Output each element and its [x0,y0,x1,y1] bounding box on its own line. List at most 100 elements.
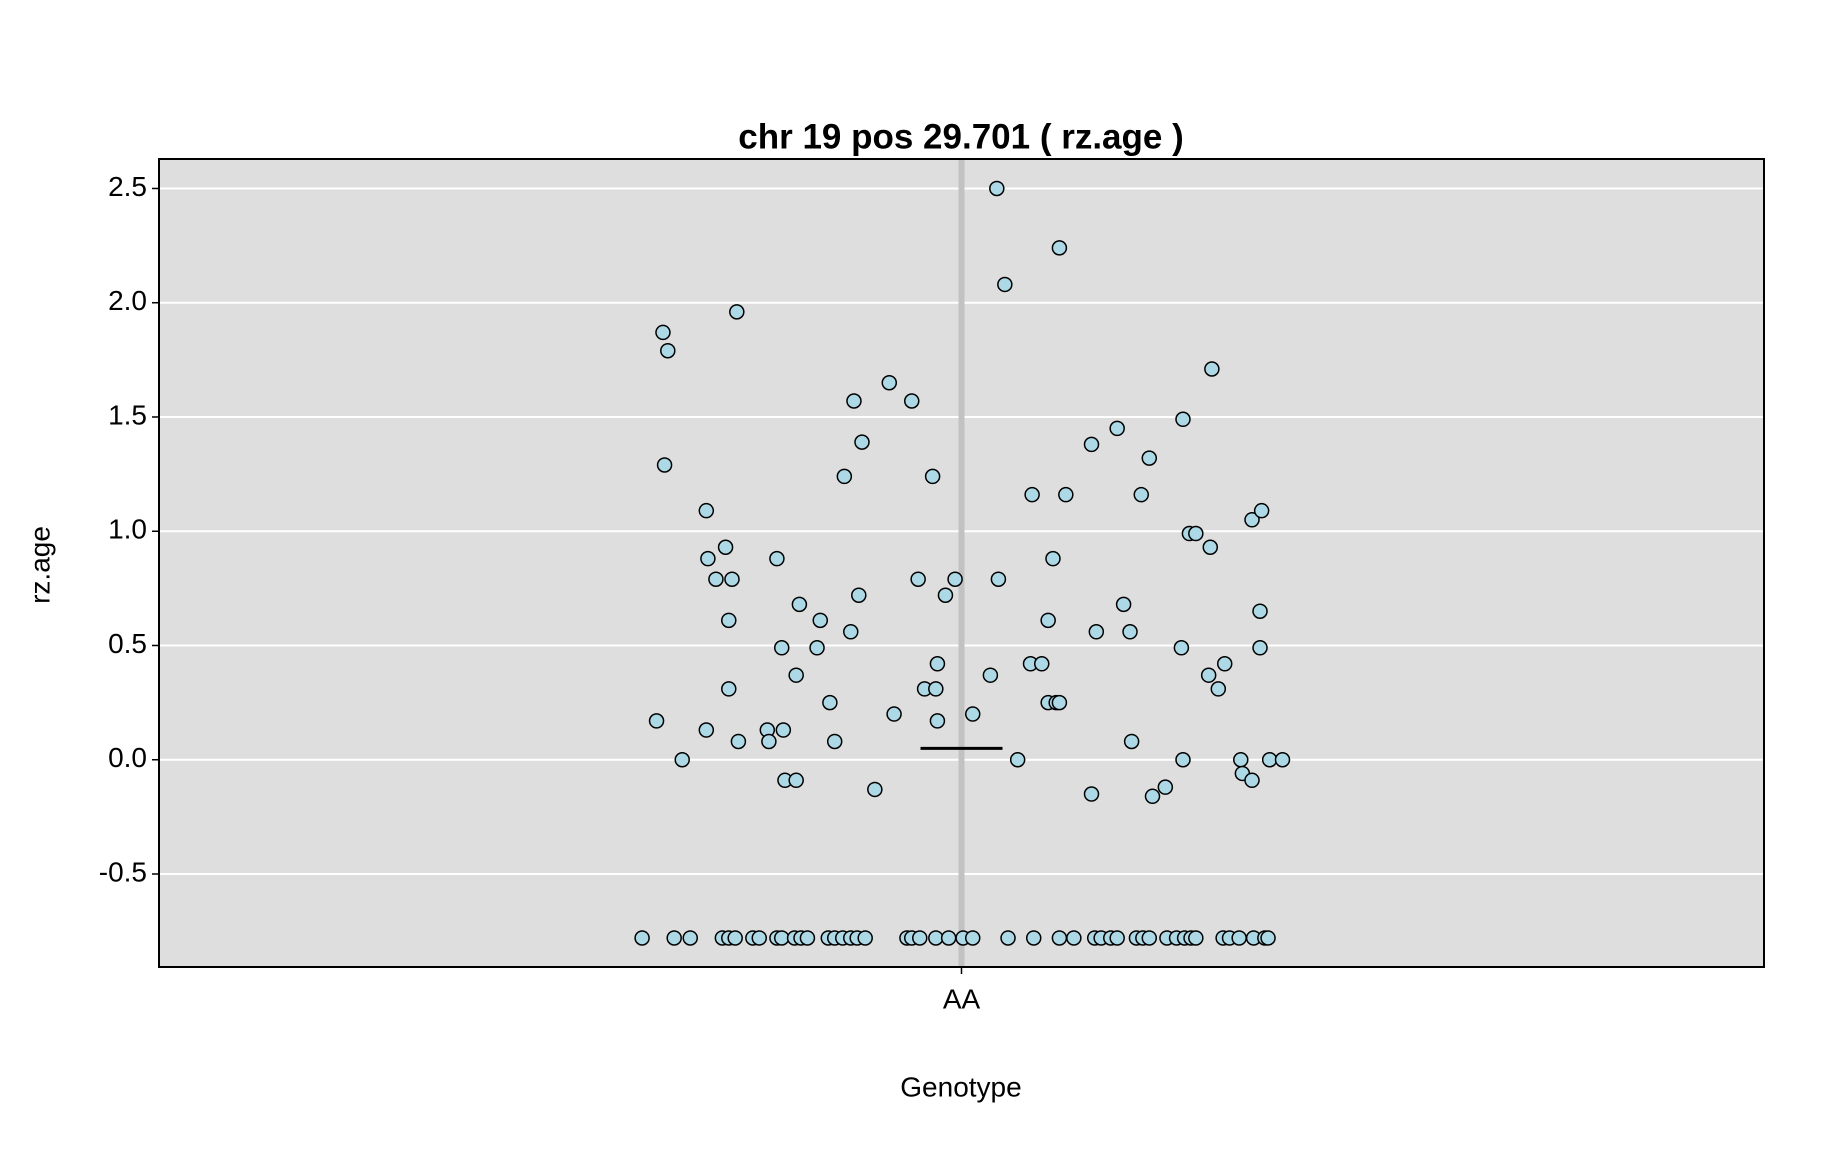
data-point [964,706,981,722]
data-point [940,930,957,946]
data-point [1204,361,1220,377]
data-point [1088,624,1105,640]
data-point [1252,603,1268,619]
x-axis-label: Genotype [900,1071,1021,1102]
data-point [826,733,843,750]
data-point [761,733,777,750]
data-point [698,502,715,519]
data-point [1051,240,1068,256]
data-point [1188,525,1204,542]
data-point [1024,486,1040,503]
data-point [717,539,734,555]
y-tick-label: 0.0 [108,742,147,773]
data-point [982,667,999,683]
data-point [674,751,690,768]
data-point [886,706,902,722]
data-point [1175,411,1191,428]
data-point [836,468,853,485]
data-point [788,667,804,683]
y-tick-label: 2.5 [108,171,147,202]
y-tick-label: 2.0 [108,285,147,316]
data-point [721,681,737,697]
data-point [989,180,1005,197]
data-point [937,587,954,603]
data-point [1058,486,1074,503]
data-point [1051,694,1068,711]
data-point [822,694,838,711]
data-point [843,624,859,640]
data-point [721,612,737,629]
y-axis-label: rz.age [24,526,55,604]
data-point [910,571,926,587]
data-point [656,457,673,473]
data-point [660,342,676,359]
data-point [1083,436,1100,453]
data-point [648,713,665,729]
data-point [809,640,825,656]
data-point [1066,930,1082,946]
data-point [846,393,862,409]
data-point [769,550,785,567]
y-tick-label: -0.5 [99,856,147,887]
data-point [1000,930,1016,946]
data-point [1157,779,1174,795]
data-point [1083,786,1100,802]
data-point [666,930,682,946]
data-point [1252,640,1268,656]
data-point [1175,751,1191,768]
chart-title: chr 19 pos 29.701 ( rz.age ) [738,117,1183,156]
data-point [929,713,946,729]
data-point [773,930,790,946]
data-point [1025,930,1042,946]
plot-layer [159,159,1764,967]
data-point [1133,486,1150,503]
data-point [700,550,716,567]
data-point [799,930,816,946]
data-point [655,324,671,341]
data-point [1144,788,1161,805]
data-point [1109,930,1125,946]
data-point [1244,772,1260,789]
data-point [1210,681,1227,697]
data-point [851,587,867,603]
data-point [1141,450,1158,466]
data-point [634,930,650,946]
data-point [1141,930,1158,946]
data-point [1200,667,1217,683]
data-point [1115,596,1132,613]
y-tick-label: 0.5 [108,628,147,659]
data-point [1123,733,1140,750]
data-point [924,468,941,485]
data-point [775,722,792,738]
data-point [964,930,981,946]
data-point [1040,612,1056,629]
data-point [903,393,920,409]
data-point [708,571,724,587]
y-tick-label: 1.5 [108,399,147,430]
data-point [929,656,946,672]
data-point [1216,656,1233,672]
data-point [881,374,898,391]
data-point [867,781,883,798]
data-point [727,930,743,946]
data-point [1173,640,1190,656]
data-point [724,571,740,587]
data-point [1122,624,1138,640]
data-point [912,930,928,946]
data-point [791,596,808,613]
data-point [1274,751,1291,768]
data-point [928,681,944,697]
data-point [682,930,699,946]
data-point [1261,751,1278,768]
data-point [1034,656,1050,672]
data-point [857,930,873,946]
data-point [928,930,944,946]
data-point [997,276,1013,293]
data-point [1045,550,1061,567]
y-tick-label: 1.0 [108,514,147,545]
data-point [1188,930,1204,946]
data-point [1253,502,1270,519]
data-point [1260,930,1276,946]
